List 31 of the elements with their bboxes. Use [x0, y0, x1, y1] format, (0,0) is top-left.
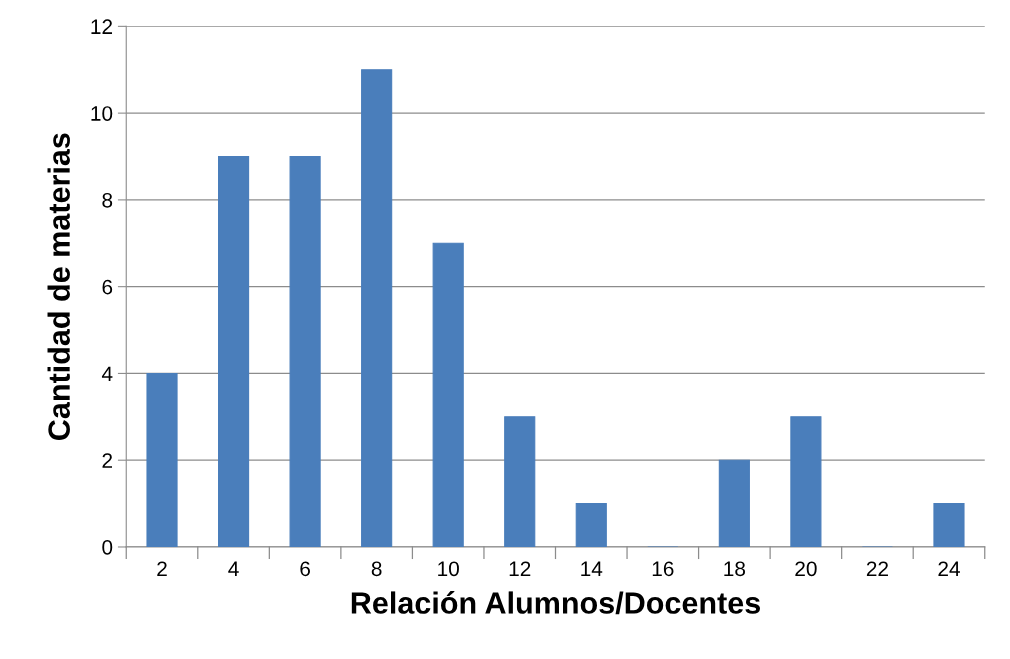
bar — [504, 416, 536, 547]
x-axis-title: Relación Alumnos/Docentes — [351, 591, 760, 615]
bar — [933, 503, 965, 547]
x-tick-label: 16 — [652, 561, 674, 577]
bar — [146, 372, 178, 547]
x-tick-label: 6 — [300, 561, 310, 577]
y-tick-label: 6 — [102, 279, 113, 295]
x-tick-label: 24 — [938, 561, 960, 576]
x-tick-label: 8 — [371, 561, 382, 577]
x-tick-label: 20 — [795, 561, 817, 577]
x-tick-label: 2 — [157, 561, 167, 576]
y-tick-label: 12 — [91, 19, 113, 34]
bar — [718, 459, 750, 547]
x-tick-label: 10 — [438, 561, 459, 577]
x-tick-label: 18 — [724, 561, 746, 577]
y-tick-label: 8 — [102, 192, 113, 208]
bar — [361, 69, 393, 547]
bar — [289, 155, 321, 547]
x-tick-label: 12 — [509, 561, 531, 576]
bar — [217, 155, 250, 547]
x-tick-label: 22 — [866, 561, 888, 576]
y-tick-label: 10 — [91, 106, 113, 121]
y-tick-label: 0 — [102, 539, 113, 555]
y-tick-label: 4 — [101, 366, 113, 381]
bar — [432, 242, 464, 547]
y-tick-label: 2 — [102, 453, 113, 468]
y-axis-title: Cantidad de materias — [47, 133, 70, 440]
x-tick-label: 4 — [228, 561, 239, 576]
x-tick-label: 14 — [581, 561, 603, 576]
bar — [790, 416, 822, 547]
bar — [575, 503, 607, 547]
